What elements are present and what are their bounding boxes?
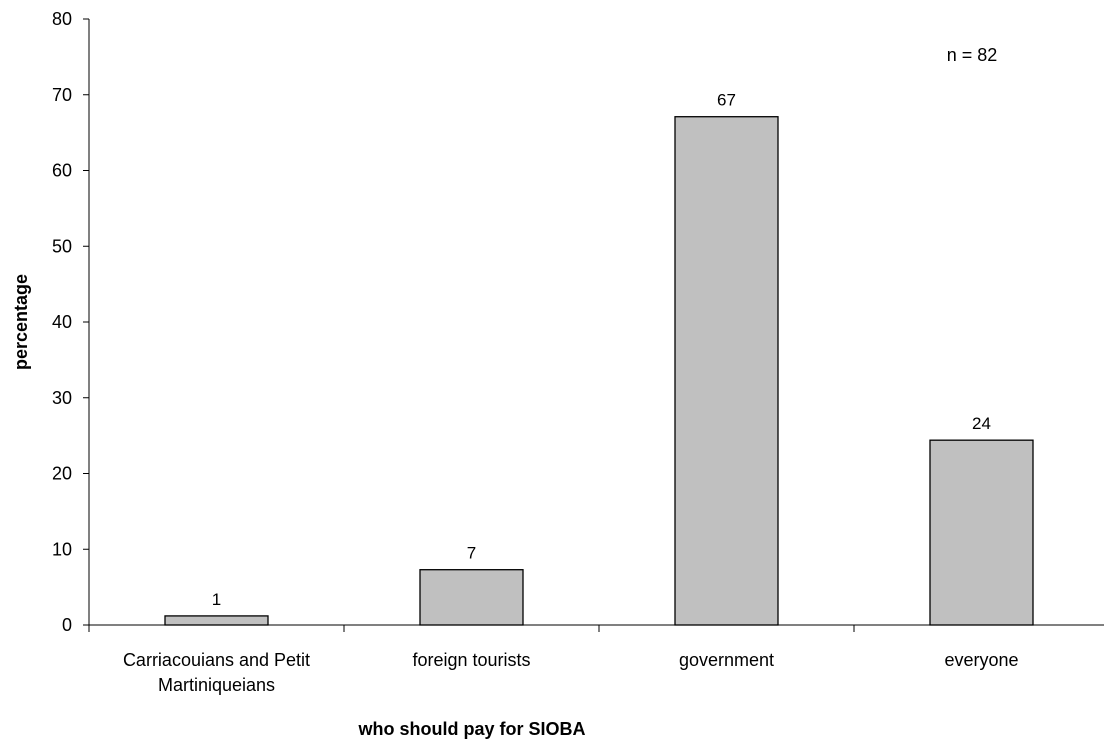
x-tick-label-3: everyone bbox=[944, 650, 1018, 670]
y-tick-label-7: 70 bbox=[52, 85, 72, 105]
y-tick-label-2: 20 bbox=[52, 464, 72, 484]
bar-2 bbox=[674, 116, 779, 626]
bar-0 bbox=[164, 615, 269, 626]
y-tick-label-1: 10 bbox=[52, 539, 72, 559]
data-label-1: 7 bbox=[467, 544, 476, 563]
sample-size-annotation: n = 82 bbox=[947, 45, 998, 65]
y-tick-label-6: 60 bbox=[52, 161, 72, 181]
x-axis-title: who should pay for SIOBA bbox=[357, 719, 585, 739]
data-label-3: 24 bbox=[972, 414, 991, 433]
x-tick-label-1: foreign tourists bbox=[412, 650, 530, 670]
y-tick-label-0: 0 bbox=[62, 615, 72, 635]
y-axis-title: percentage bbox=[11, 274, 31, 370]
x-tick-label-0: Carriacouians and Petit Martiniqueians bbox=[123, 650, 310, 695]
y-tick-label-4: 40 bbox=[52, 312, 72, 332]
data-label-2: 67 bbox=[717, 91, 736, 110]
x-tick-label-2: government bbox=[679, 650, 774, 670]
y-tick-label-8: 80 bbox=[52, 9, 72, 29]
labels: 1 7 67 24 0 10 20 30 40 50 60 70 80 Carriacouians and… bbox=[52, 9, 1019, 695]
bars bbox=[164, 116, 1034, 626]
bar-1 bbox=[419, 569, 524, 626]
y-tick-label-3: 30 bbox=[52, 388, 72, 408]
bar-3 bbox=[929, 439, 1034, 626]
data-label-0: 1 bbox=[212, 590, 221, 609]
y-tick-label-5: 50 bbox=[52, 236, 72, 256]
axes bbox=[83, 18, 1104, 632]
